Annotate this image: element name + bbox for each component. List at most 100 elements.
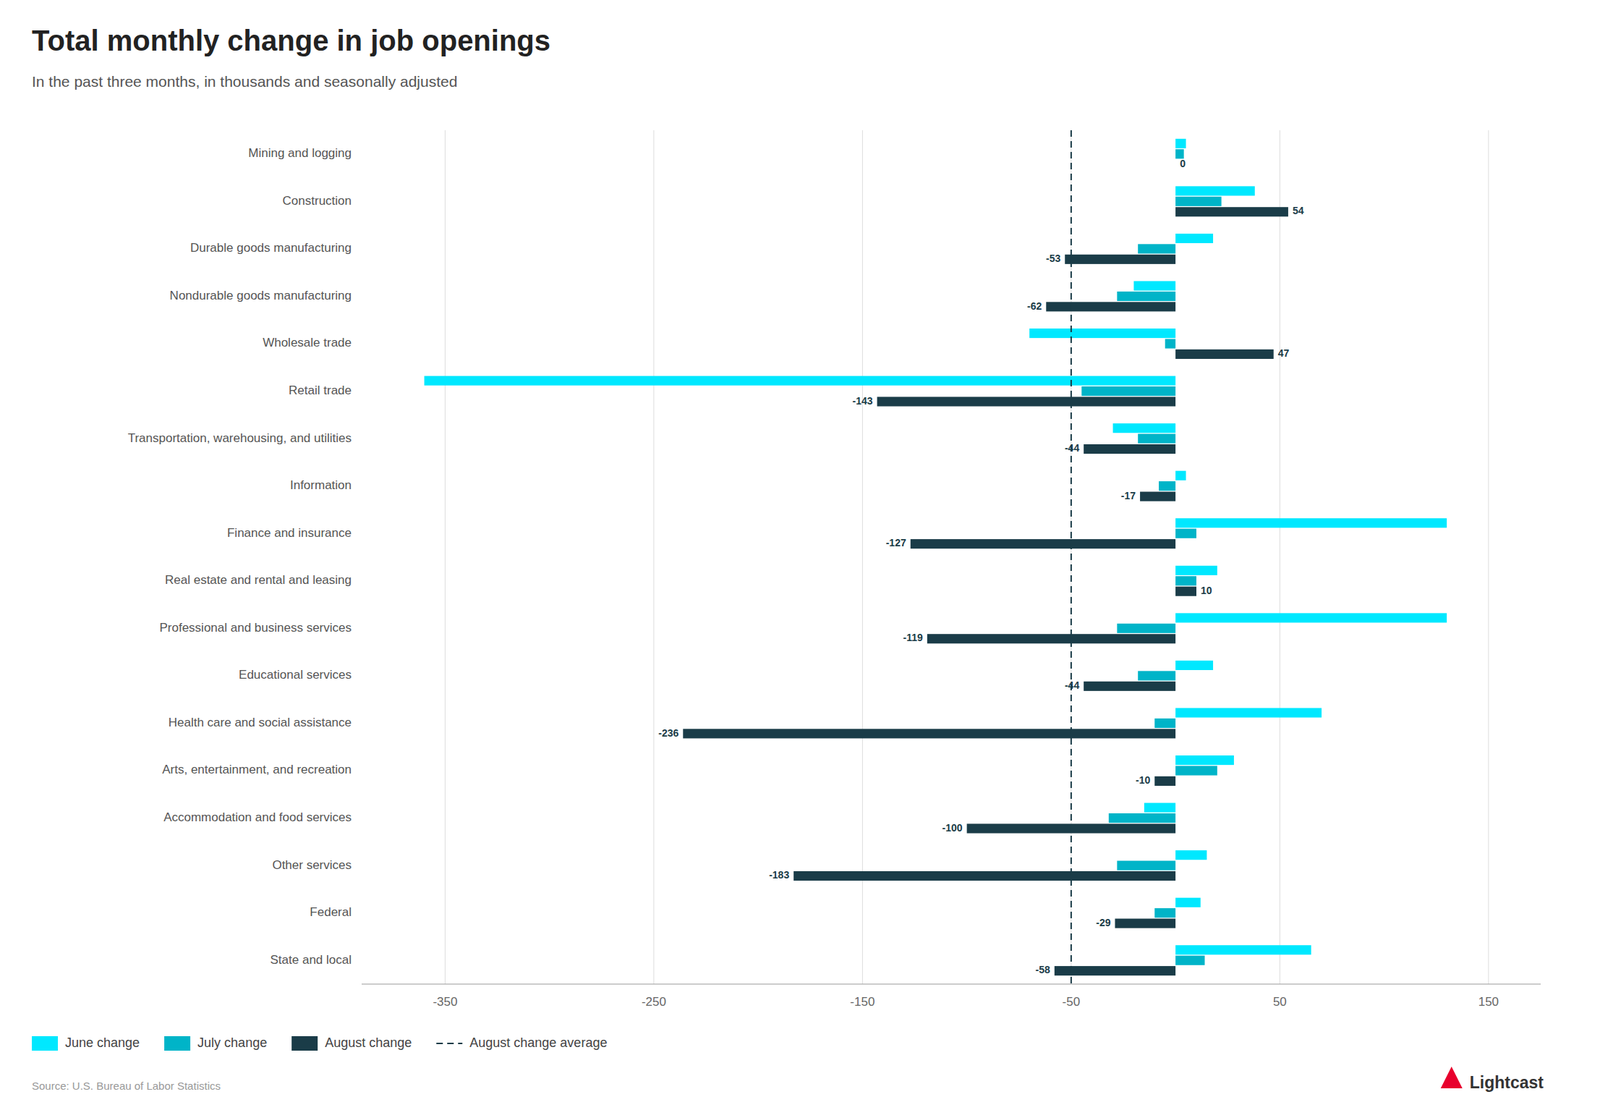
grid-line bbox=[653, 130, 654, 984]
x-tick-label: -150 bbox=[849, 994, 875, 1009]
data-label: -236 bbox=[658, 726, 679, 739]
data-label: -44 bbox=[1064, 679, 1080, 691]
category-label: Federal bbox=[309, 904, 352, 919]
data-label: -10 bbox=[1135, 773, 1151, 786]
y-tick-labels: Mining and logging Construction Durable go… bbox=[128, 146, 352, 966]
title: Total monthly change in job openings bbox=[31, 24, 551, 57]
bar bbox=[1081, 386, 1176, 396]
bar bbox=[424, 376, 1177, 386]
data-label: -29 bbox=[1095, 916, 1111, 929]
bar bbox=[1133, 280, 1176, 291]
bar bbox=[1154, 907, 1176, 918]
grid bbox=[444, 130, 1488, 984]
x-axis-line bbox=[361, 983, 1541, 985]
x-tick-label: -250 bbox=[641, 994, 667, 1009]
bar bbox=[1064, 254, 1176, 265]
bar bbox=[793, 870, 1176, 881]
bar bbox=[1083, 681, 1176, 691]
bar bbox=[1083, 444, 1176, 454]
bar bbox=[877, 396, 1177, 406]
data-label: -58 bbox=[1035, 963, 1051, 976]
series bbox=[1081, 149, 1221, 965]
x-tick-label: -50 bbox=[1062, 994, 1081, 1009]
bar bbox=[1175, 206, 1289, 217]
data-label: -17 bbox=[1121, 489, 1136, 502]
grid-line bbox=[444, 130, 446, 984]
bar bbox=[1029, 328, 1176, 338]
bars bbox=[424, 138, 1448, 976]
bar bbox=[1108, 813, 1176, 823]
category-label: Information bbox=[290, 478, 352, 492]
bar bbox=[1116, 291, 1176, 301]
logo-text: Lightcast bbox=[1469, 1072, 1545, 1092]
bar bbox=[1175, 755, 1234, 765]
category-label: Real estate and rental and leasing bbox=[164, 572, 352, 587]
category-label: Durable goods manufacturing bbox=[190, 240, 352, 255]
category-label: Health care and social assistance bbox=[168, 715, 352, 730]
legend-swatch bbox=[164, 1035, 191, 1051]
data-label: 54 bbox=[1292, 204, 1305, 217]
bar bbox=[1175, 470, 1186, 481]
data-labels: 054-53-6247-143-44-17-12710-119-44-236-1… bbox=[658, 157, 1304, 976]
category-label: Construction bbox=[282, 193, 352, 208]
bar bbox=[1137, 433, 1176, 444]
bar bbox=[1158, 481, 1176, 491]
background bbox=[0, 0, 1600, 1110]
bar bbox=[1144, 802, 1176, 813]
x-tick-label: 150 bbox=[1478, 994, 1499, 1009]
bar bbox=[1137, 670, 1176, 680]
category-label: Educational services bbox=[238, 667, 352, 682]
bar bbox=[1175, 612, 1447, 623]
bar bbox=[1175, 185, 1255, 196]
bar bbox=[1175, 849, 1207, 860]
category-label: Mining and logging bbox=[248, 146, 352, 160]
category-label: Transportation, warehousing, and utiliti… bbox=[128, 431, 352, 445]
series bbox=[682, 206, 1289, 976]
bar bbox=[1175, 138, 1186, 149]
grid-line bbox=[1487, 130, 1489, 984]
data-label: -53 bbox=[1045, 252, 1061, 265]
category-label: Nondurable goods manufacturing bbox=[169, 288, 352, 303]
data-label: -44 bbox=[1064, 441, 1080, 454]
bar bbox=[1175, 765, 1218, 775]
average-line bbox=[1070, 130, 1072, 984]
subtitle: In the past three months, in thousands a… bbox=[31, 73, 458, 90]
data-label: 0 bbox=[1179, 157, 1186, 170]
data-label: -119 bbox=[903, 631, 923, 644]
legend-label: July change bbox=[197, 1035, 267, 1050]
bar bbox=[1154, 718, 1176, 728]
legend-swatch bbox=[291, 1035, 318, 1051]
category-label: Professional and business services bbox=[159, 620, 352, 635]
bar bbox=[1175, 196, 1221, 207]
grid-line bbox=[1279, 130, 1281, 984]
bar bbox=[1139, 491, 1176, 502]
bar bbox=[1175, 565, 1218, 576]
source: Source: U.S. Bureau of Labor Statistics bbox=[31, 1079, 221, 1092]
legend-label: June change bbox=[65, 1035, 140, 1050]
category-label: Arts, entertainment, and recreation bbox=[162, 762, 352, 777]
bar bbox=[1175, 575, 1197, 586]
chart: Total monthly change in job openings In t… bbox=[0, 0, 1600, 1110]
legend: June changeJuly changeAugust changeAugus… bbox=[31, 1035, 607, 1051]
bar bbox=[910, 538, 1176, 549]
grid-line bbox=[862, 130, 863, 984]
bar bbox=[682, 728, 1176, 738]
bar bbox=[1175, 528, 1197, 539]
data-label: -127 bbox=[886, 536, 907, 549]
bar bbox=[1114, 918, 1176, 929]
bar bbox=[1054, 965, 1176, 976]
bar bbox=[1175, 955, 1205, 965]
bar bbox=[1137, 243, 1176, 254]
bar bbox=[1154, 776, 1176, 786]
category-label: Retail trade bbox=[288, 383, 352, 398]
bar bbox=[927, 633, 1176, 644]
bar bbox=[1175, 897, 1201, 908]
bar bbox=[1175, 660, 1214, 670]
bar bbox=[1175, 517, 1447, 528]
bar bbox=[1165, 338, 1176, 348]
bar bbox=[1113, 423, 1177, 433]
x-tick-labels: -350-250-150-5050150 bbox=[432, 994, 1499, 1009]
bar bbox=[1116, 623, 1176, 633]
data-label: -62 bbox=[1027, 300, 1042, 312]
legend-swatch bbox=[436, 1042, 463, 1044]
